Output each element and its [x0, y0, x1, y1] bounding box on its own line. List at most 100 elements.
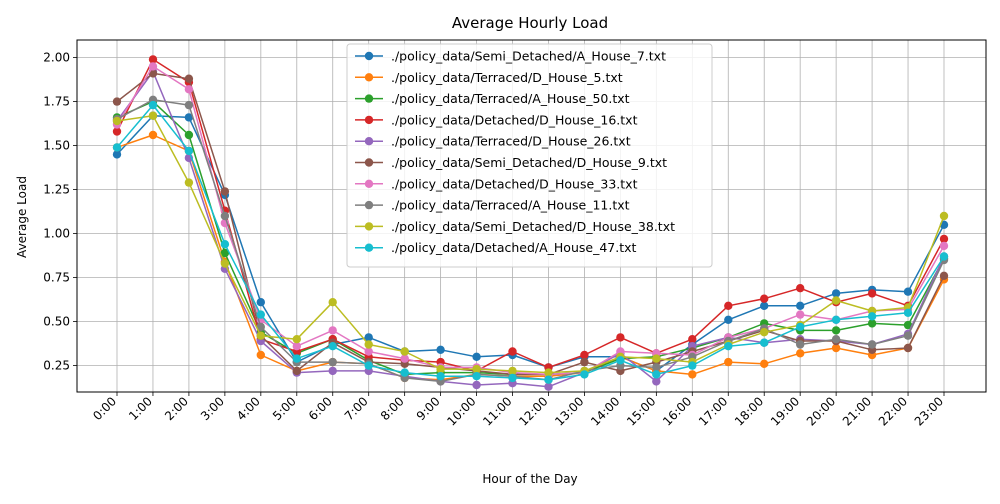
data-point [328, 366, 337, 376]
legend-label: ./policy_data/Semi_Detached/A_House_7.tx… [391, 49, 666, 64]
data-point [903, 308, 913, 317]
data-point [256, 298, 265, 307]
data-point [652, 377, 661, 386]
data-point [724, 342, 733, 351]
data-point [544, 375, 553, 384]
data-point [903, 331, 913, 340]
data-point [220, 187, 230, 196]
legend-swatch-marker [364, 73, 374, 82]
data-point [148, 62, 158, 71]
data-point [867, 319, 877, 328]
series-layer [112, 55, 949, 391]
data-point [328, 326, 337, 335]
data-point [256, 322, 265, 332]
data-point [148, 130, 158, 140]
legend-label: ./policy_data/Semi_Detached/D_House_9.tx… [391, 155, 667, 170]
data-point [616, 333, 625, 342]
data-point [184, 100, 194, 110]
data-point [544, 382, 553, 391]
data-point [760, 294, 769, 303]
data-point [292, 366, 301, 376]
legend-label: ./policy_data/Detached/D_House_33.txt [391, 176, 638, 191]
data-point [148, 55, 158, 64]
series-10 [112, 100, 949, 384]
data-point [112, 127, 122, 136]
y-axis-ticks: 0.25 0.50 0.75 1.00 1.25 1.50 1.75 2.00 [43, 51, 77, 373]
legend-item: ./policy_data/Semi_Detached/A_House_7.tx… [355, 49, 666, 64]
data-point [292, 335, 301, 344]
data-point [184, 178, 194, 187]
data-point [256, 350, 265, 360]
data-point [796, 322, 805, 332]
data-point [508, 366, 517, 376]
data-point [112, 150, 122, 159]
plot-area-frame [76, 39, 987, 393]
data-point [400, 368, 409, 377]
data-point [364, 347, 373, 356]
data-point [867, 312, 877, 321]
data-point [184, 85, 194, 94]
data-point [112, 143, 122, 152]
data-point [760, 301, 769, 310]
legend-swatch-marker [364, 243, 374, 252]
series-line [116, 114, 945, 372]
series-line [116, 114, 945, 374]
data-point [508, 373, 517, 383]
data-point [760, 328, 769, 337]
series-line [116, 99, 945, 383]
data-point [939, 211, 949, 221]
data-point [580, 370, 589, 379]
data-point [184, 113, 194, 122]
legend-swatch-marker [364, 94, 374, 103]
x-axis-label: Hour of the Day [482, 472, 577, 486]
data-point [760, 359, 769, 368]
data-point [184, 130, 194, 140]
data-point [184, 74, 194, 83]
data-point [328, 357, 337, 367]
data-point [472, 364, 481, 374]
data-point [688, 335, 697, 344]
y-tick-label: 0.25 [43, 359, 70, 373]
data-point [292, 354, 301, 363]
data-point [831, 296, 841, 305]
y-tick-label: 1.00 [43, 227, 70, 241]
y-tick-label: 1.50 [43, 139, 70, 153]
data-point [400, 354, 409, 363]
data-point [328, 298, 337, 307]
legend-item: ./policy_data/Terraced/D_House_26.txt [355, 134, 631, 149]
legend-swatch-marker [364, 115, 374, 125]
data-point [939, 234, 949, 244]
data-point [939, 252, 949, 261]
data-point [292, 342, 301, 351]
data-point [831, 343, 841, 353]
data-point [939, 271, 949, 280]
data-point [112, 97, 122, 106]
data-point [939, 241, 949, 251]
data-point [760, 338, 769, 347]
data-point [328, 342, 337, 351]
legend-item: ./policy_data/Detached/A_House_47.txt [355, 240, 637, 255]
y-tick-label: 0.50 [43, 315, 70, 329]
data-point [796, 310, 805, 319]
data-point [796, 284, 805, 293]
y-tick-label: 1.25 [43, 183, 70, 197]
legend-item: ./policy_data/Terraced/A_House_11.txt [355, 198, 630, 213]
data-point [616, 356, 625, 365]
data-point [580, 357, 589, 367]
legend-swatch-marker [364, 179, 374, 188]
legend-swatch-marker [364, 200, 374, 210]
data-point [724, 315, 733, 324]
series-4 [112, 55, 949, 376]
data-point [652, 354, 661, 363]
data-point [796, 340, 805, 349]
data-point [148, 111, 158, 120]
chart-title: Average Hourly Load [452, 14, 608, 32]
data-point [903, 320, 913, 330]
legend-swatch-marker [364, 51, 374, 61]
legend-item: ./policy_data/Detached/D_House_33.txt [355, 176, 638, 191]
data-point [580, 350, 589, 360]
data-point [544, 368, 553, 377]
legend-box [346, 43, 713, 268]
legend-label: ./policy_data/Detached/A_House_47.txt [391, 240, 637, 255]
